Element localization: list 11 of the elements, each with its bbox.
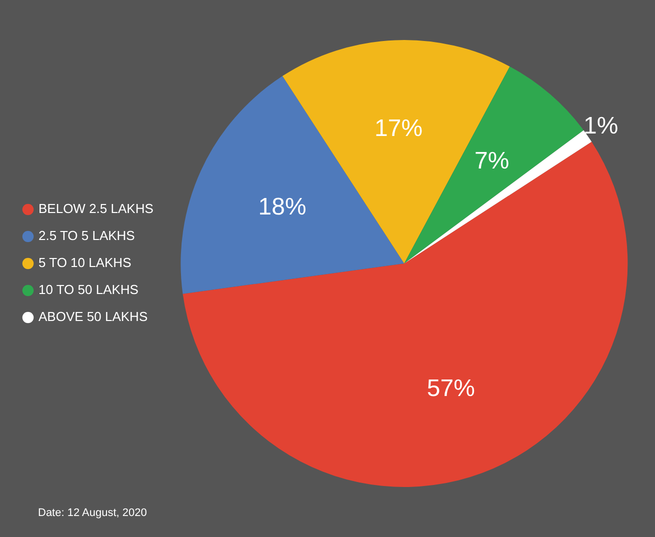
- text: Date: 12 August, 2020: [38, 507, 147, 519]
- data-label: 17%: [374, 115, 423, 142]
- legend-label: 10 TO 50 LAKHS: [38, 282, 139, 298]
- legend-label: 2.5 TO 5 LAKHS: [38, 228, 136, 244]
- data-label: 1%: [584, 112, 618, 140]
- legend-label: ABOVE 50 LAKHS: [38, 309, 148, 324]
- data-label: 7%: [474, 148, 510, 175]
- legend-label: BELOW 2.5 LAKHS: [38, 201, 154, 216]
- legend-label: 5 TO 10 LAKHS: [38, 255, 132, 270]
- data-label: 18%: [258, 193, 306, 220]
- data-label: 57%: [426, 374, 475, 402]
